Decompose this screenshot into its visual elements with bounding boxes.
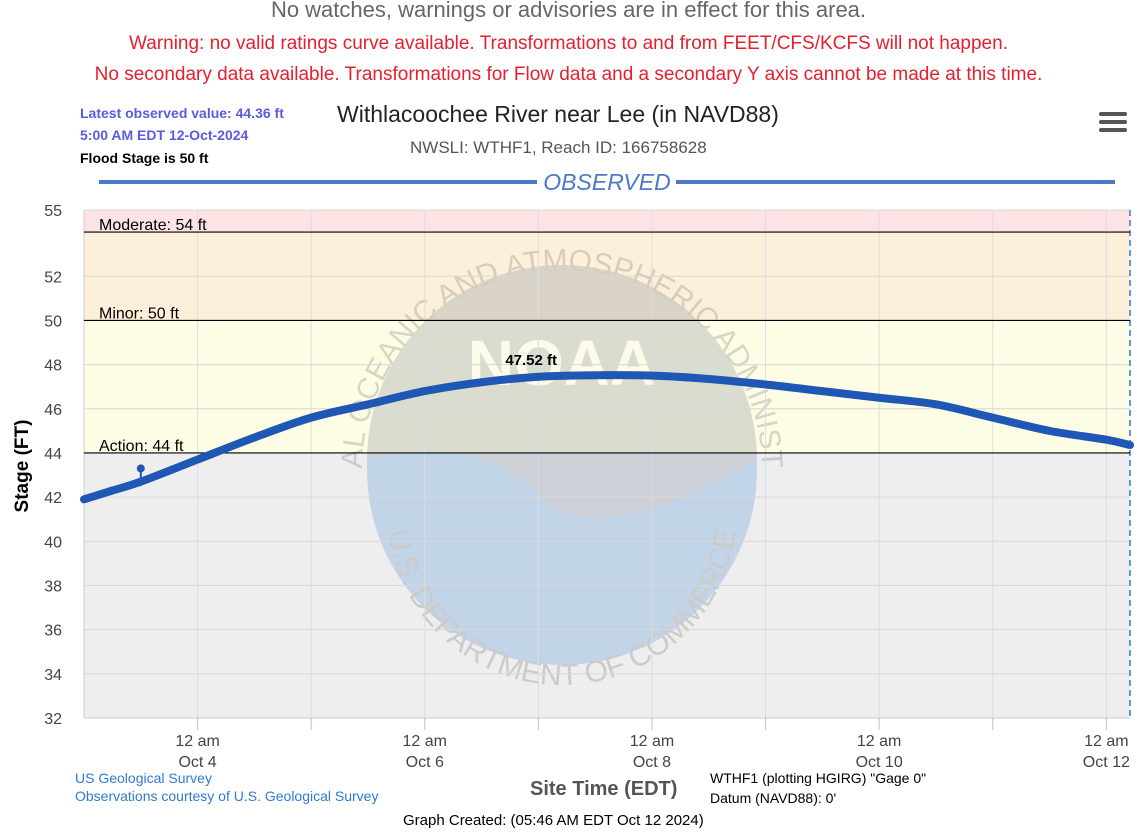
data-point (1127, 442, 1133, 448)
graph-created-stamp: Graph Created: (05:46 AM EDT Oct 12 2024… (403, 812, 704, 829)
datum-info: Datum (NAVD88): 0' (710, 790, 837, 806)
hamburger-menu-icon[interactable] (1099, 112, 1127, 136)
x-tick-day: Oct 10 (856, 754, 903, 771)
x-tick-day: Oct 4 (178, 754, 216, 771)
x-axis-ticks: 12 am Oct 4 12 am Oct 6 12 am Oct 8 12 am Oct 1… (84, 717, 1130, 771)
peak-value-label: 47.52 ft (505, 352, 557, 369)
data-point (990, 415, 996, 421)
data-point (763, 381, 769, 387)
y-tick-label: 55 (44, 203, 62, 220)
x-tick-time: 12 am (403, 733, 447, 750)
x-tick-time: 12 am (1084, 733, 1128, 750)
data-point (365, 401, 371, 407)
stage-series: 47.52 ft (80, 352, 1134, 504)
y-tick-label: 32 (44, 711, 62, 728)
action-band (84, 320, 1130, 453)
y-tick-label: 40 (44, 534, 62, 551)
y-tick-label: 42 (44, 490, 62, 507)
latest-observed-time: 5:00 AM EDT 12-Oct-2024 (80, 127, 249, 143)
y-axis-ticks: 55 52 50 48 46 44 42 40 38 36 34 32 (44, 203, 62, 728)
data-point (649, 373, 655, 379)
y-tick-label: 38 (44, 578, 62, 595)
y-tick-label: 50 (44, 313, 62, 330)
latest-observed-value: Latest observed value: 44.36 ft (80, 105, 284, 121)
usgs-observations-link[interactable]: Observations courtesy of U.S. Geological… (75, 788, 379, 804)
data-point (109, 488, 115, 494)
threshold-label: Action: 44 ft (99, 438, 184, 455)
y-tick-label: 44 (44, 446, 62, 463)
observed-header: OBSERVED (99, 169, 1115, 195)
secondary-data-warning: No secondary data available. Transformat… (94, 64, 1043, 85)
data-point (422, 388, 428, 394)
watermark-gull (367, 265, 757, 518)
threshold-lines: Moderate: 54 ft Minor: 50 ft Action: 44 ft (84, 217, 1130, 455)
x-tick-time: 12 am (857, 733, 901, 750)
gage-info: WTHF1 (plotting HGIRG) "Gage 0" (710, 770, 927, 786)
moderate-band (84, 210, 1130, 233)
y-tick-label: 34 (44, 667, 62, 684)
watches-banner: No watches, warnings or advisories are i… (270, 0, 867, 22)
data-point (308, 415, 314, 421)
chart-subtitle: NWSLI: WTHF1, Reach ID: 166758628 (410, 138, 707, 157)
data-point (479, 379, 485, 385)
y-axis-label: Stage (FT) (12, 419, 33, 513)
data-point (195, 457, 201, 463)
data-point (933, 401, 939, 407)
observed-label: OBSERVED (543, 169, 670, 195)
data-point (81, 496, 87, 502)
data-point (535, 374, 541, 380)
x-tick-day: Oct 8 (633, 754, 671, 771)
y-tick-label: 48 (44, 358, 62, 375)
x-tick-time: 12 am (630, 733, 674, 750)
annotation-marker-dot (136, 464, 145, 473)
data-point (706, 376, 712, 382)
flood-stage-note: Flood Stage is 50 ft (80, 150, 209, 166)
data-point (819, 388, 825, 394)
data-point (251, 434, 257, 440)
y-tick-label: 52 (44, 269, 62, 286)
data-point (592, 372, 598, 378)
data-point (876, 395, 882, 401)
data-point (1047, 428, 1053, 434)
x-axis-label: Site Time (EDT) (530, 778, 678, 800)
usgs-source-link[interactable]: US Geological Survey (75, 770, 212, 786)
data-point (1103, 437, 1109, 443)
threshold-label: Minor: 50 ft (99, 305, 180, 322)
watermark-logo-text: NOAA (468, 327, 656, 399)
x-tick-day: Oct 6 (406, 754, 444, 771)
x-tick-time: 12 am (175, 733, 219, 750)
ratings-warning: Warning: no valid ratings curve availabl… (129, 33, 1008, 54)
chart-title: Withlacoochee River near Lee (in NAVD88) (337, 101, 779, 127)
x-tick-day: Oct 12 (1083, 754, 1130, 771)
y-tick-label: 36 (44, 623, 62, 640)
threshold-label: Moderate: 54 ft (99, 217, 207, 234)
y-tick-label: 46 (44, 402, 62, 419)
